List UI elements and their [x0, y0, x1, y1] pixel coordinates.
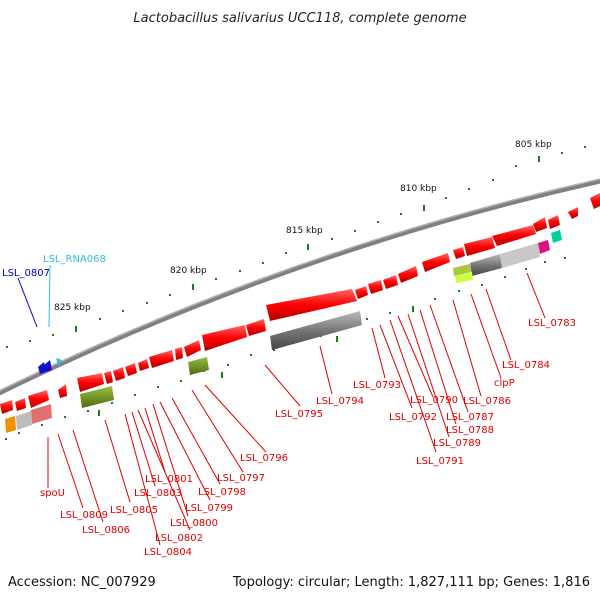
label-leaders: [47, 272, 546, 546]
gene-arrow-blue[interactable]: [44, 360, 52, 372]
gene-arrow[interactable]: [383, 275, 398, 289]
gene-arrow[interactable]: [125, 363, 137, 376]
gene-label[interactable]: LSL_0792: [389, 412, 437, 423]
feature-block[interactable]: [538, 240, 550, 254]
gene-arrow[interactable]: [590, 193, 600, 209]
scale-label-825: 825 kbp: [54, 303, 91, 313]
gene-label[interactable]: LSL_0787: [446, 412, 494, 423]
gene-arrow[interactable]: [355, 286, 368, 299]
gene-label-lsl-0807[interactable]: LSL_0807: [2, 268, 50, 279]
gene-label[interactable]: spoU: [40, 488, 65, 499]
scale-labels: 805 kbp 810 kbp 815 kbp 820 kbp 825 kbp: [54, 140, 552, 313]
gene-label[interactable]: LSL_0798: [198, 487, 246, 498]
feature-block[interactable]: [453, 264, 471, 276]
scale-label-810: 810 kbp: [400, 184, 437, 194]
gene-arrow[interactable]: [492, 225, 536, 246]
feature-block[interactable]: [80, 386, 114, 408]
feature-block[interactable]: [270, 311, 362, 350]
feature-block[interactable]: [5, 416, 16, 433]
genome-summary-text: Topology: circular; Length: 1,827,111 bp…: [232, 575, 590, 590]
gene-label[interactable]: LSL_0802: [155, 533, 203, 544]
gene-arrow[interactable]: [533, 217, 547, 232]
gene-label[interactable]: LSL_0801: [145, 474, 193, 485]
gene-arrow[interactable]: [104, 371, 113, 384]
gene-arrow[interactable]: [202, 325, 247, 351]
scale-label-815: 815 kbp: [286, 226, 323, 236]
gene-arrow[interactable]: [138, 359, 149, 371]
feature-track: [5, 230, 562, 433]
gene-arrow[interactable]: [568, 207, 578, 219]
gene-label[interactable]: LSL_0793: [353, 380, 401, 391]
gene-arrow[interactable]: [28, 390, 49, 408]
genome-backbone: [0, 178, 600, 396]
feature-block[interactable]: [188, 357, 209, 375]
gene-arrow[interactable]: [368, 280, 383, 294]
gene-label[interactable]: LSL_0788: [446, 425, 494, 436]
gene-label[interactable]: LSL_0789: [433, 438, 481, 449]
feature-block[interactable]: [500, 243, 540, 268]
feature-block[interactable]: [551, 230, 562, 243]
gene-label[interactable]: clpP: [494, 378, 515, 389]
gene-arrow[interactable]: [175, 347, 183, 360]
gene-label[interactable]: LSL_0795: [275, 409, 323, 420]
accession-text: Accession: NC_007929: [8, 575, 156, 590]
gene-label[interactable]: LSL_0797: [217, 473, 265, 484]
gene-arrow[interactable]: [266, 289, 357, 321]
map-title: Lactobacillus salivarius UCC118, complet…: [133, 11, 466, 26]
gene-arrow-cyan[interactable]: [56, 358, 62, 366]
gene-label[interactable]: LSL_0794: [316, 396, 364, 407]
feature-block[interactable]: [455, 272, 473, 283]
feature-block[interactable]: [16, 411, 32, 430]
gene-arrow[interactable]: [422, 253, 450, 272]
gene-arrow[interactable]: [0, 400, 13, 414]
gene-arrow[interactable]: [453, 247, 465, 259]
gene-label-lsl-rna068[interactable]: LSL_RNA068: [43, 254, 106, 265]
gene-label[interactable]: LSL_0804: [144, 547, 192, 558]
gene-arrow[interactable]: [398, 266, 418, 283]
scale-label-805: 805 kbp: [515, 140, 552, 150]
gene-arrow[interactable]: [149, 350, 174, 368]
gene-arrow[interactable]: [58, 384, 67, 398]
scale-label-820: 820 kbp: [170, 266, 207, 276]
gene-label[interactable]: LSL_0791: [416, 456, 464, 467]
gene-arrow[interactable]: [113, 367, 125, 381]
gene-label[interactable]: LSL_0800: [170, 518, 218, 529]
gene-label[interactable]: LSL_0809: [60, 510, 108, 521]
gene-labels: LSL_0783 LSL_0784 clpP LSL_0786 LSL_0787…: [40, 318, 576, 558]
gene-label[interactable]: LSL_0784: [502, 360, 550, 371]
gene-label[interactable]: LSL_0803: [134, 488, 182, 499]
gene-label[interactable]: LSL_0783: [528, 318, 576, 329]
gene-label[interactable]: LSL_0796: [240, 453, 288, 464]
gene-label[interactable]: LSL_0806: [82, 525, 130, 536]
gene-label[interactable]: LSL_0805: [110, 505, 158, 516]
gene-arrow[interactable]: [184, 340, 201, 357]
gene-label[interactable]: LSL_0790: [410, 395, 458, 406]
gene-arrow[interactable]: [246, 319, 266, 336]
gene-track-outer: [0, 193, 600, 414]
gene-label[interactable]: LSL_0799: [185, 503, 233, 514]
gene-arrow[interactable]: [15, 398, 26, 411]
feature-block[interactable]: [31, 404, 52, 424]
feature-block[interactable]: [470, 254, 502, 276]
gene-arrow[interactable]: [77, 373, 104, 392]
gene-arrow[interactable]: [464, 237, 495, 256]
gene-arrow[interactable]: [548, 215, 560, 229]
gene-label[interactable]: LSL_0786: [463, 396, 511, 407]
